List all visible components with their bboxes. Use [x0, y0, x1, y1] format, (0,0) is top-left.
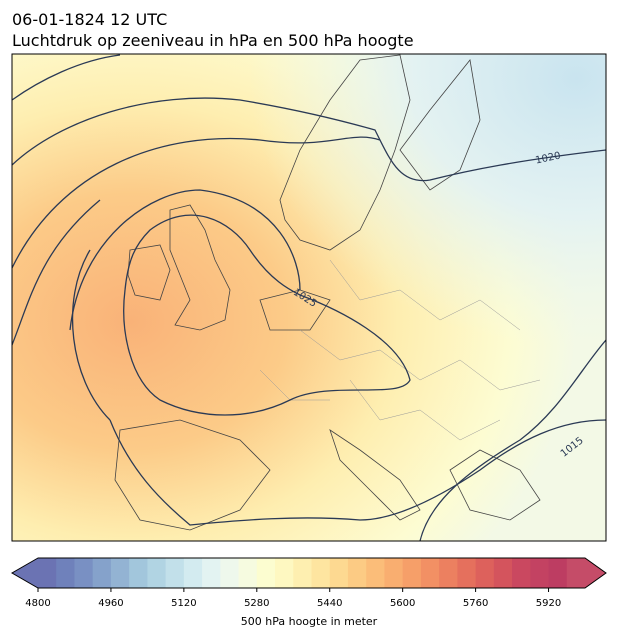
colorbar-outline — [10, 557, 607, 589]
colorbar-cell — [202, 558, 221, 588]
colorbar-cell — [512, 558, 531, 588]
colorbar-cell — [165, 558, 185, 588]
colorbar-tick-label: 5440 — [317, 598, 342, 609]
colorbar-cell — [293, 558, 312, 588]
colorbar-cell — [38, 558, 57, 588]
colorbar-tick-label: 4800 — [25, 598, 50, 609]
isobars — [12, 54, 606, 541]
colorbar-tick-label: 5920 — [536, 598, 561, 609]
colorbar: 4800 4960 5120 5280 5440 5600 5760 5920 — [10, 557, 607, 609]
coastlines — [114, 54, 541, 531]
colorbar-cell — [56, 558, 75, 588]
colorbar-cell — [74, 558, 94, 588]
colorbar-cell — [147, 558, 167, 588]
date-title: 06-01-1824 12 UTC — [12, 10, 167, 29]
colorbar-tick-label: 5120 — [171, 598, 196, 609]
colorbar-cell — [457, 558, 477, 588]
colorbar-tick-label: 4960 — [98, 598, 123, 609]
colorbar-cell — [129, 558, 148, 588]
colorbar-cell — [366, 558, 385, 588]
colorbar-cell — [183, 558, 203, 588]
colorbar-cell — [347, 558, 367, 588]
colorbar-cell — [530, 558, 550, 588]
colorbar-tick-label: 5760 — [463, 598, 488, 609]
colorbar-extend-low — [12, 558, 38, 588]
map-title: Luchtdruk op zeeniveau in hPa en 500 hPa… — [12, 31, 414, 50]
colorbar-cell — [439, 558, 458, 588]
colorbar-cell — [238, 558, 258, 588]
map-frame — [11, 53, 607, 542]
colorbar-cell — [329, 558, 349, 588]
colorbar-cell — [493, 558, 513, 588]
colorbar-cell — [275, 558, 294, 588]
colorbar-extend-high — [585, 558, 606, 588]
colorbar-cell — [311, 558, 331, 588]
colorbar-cell — [402, 558, 422, 588]
colorbar-cell — [475, 558, 495, 588]
colorbar-cell — [110, 558, 130, 588]
colorbar-cell — [566, 558, 586, 588]
colorbar-cell — [220, 558, 240, 588]
colorbar-cell — [92, 558, 112, 588]
colorbar-label: 500 hPa hoogte in meter — [241, 615, 378, 628]
colorbar-cell — [548, 558, 568, 588]
colorbar-cell — [384, 558, 404, 588]
colorbar-tick-label: 5280 — [244, 598, 269, 609]
colorbar-cell — [256, 558, 276, 588]
colorbar-tick-label: 5600 — [390, 598, 415, 609]
contour-label: 1020 — [535, 150, 562, 166]
colorbar-cell — [420, 558, 440, 588]
